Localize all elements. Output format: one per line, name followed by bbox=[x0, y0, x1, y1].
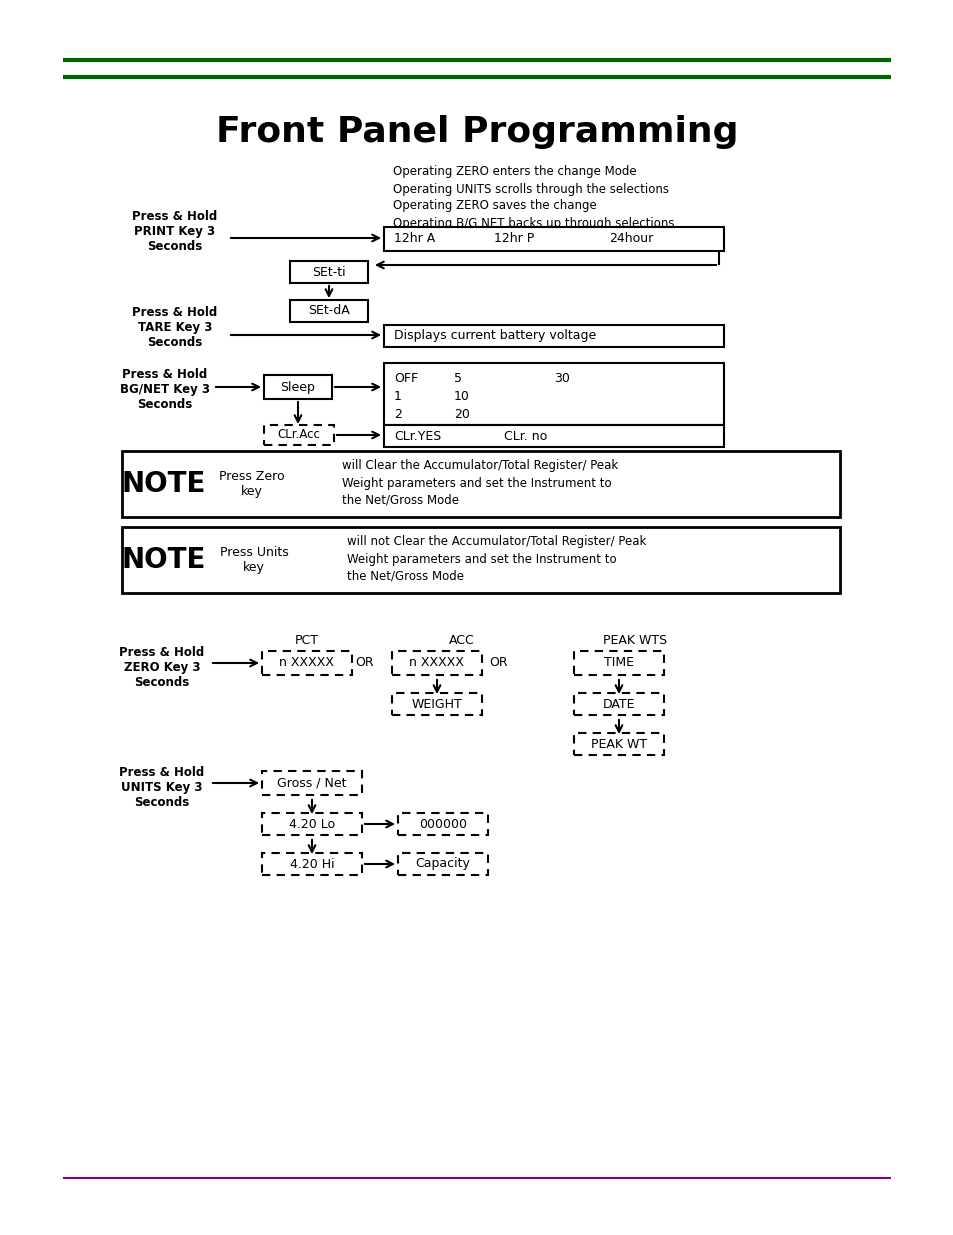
Bar bbox=[262, 771, 361, 795]
Text: n XXXXX: n XXXXX bbox=[409, 657, 464, 669]
Bar bbox=[264, 375, 332, 399]
Bar bbox=[262, 813, 361, 835]
Text: 12hr A: 12hr A bbox=[394, 232, 435, 246]
Text: 2: 2 bbox=[394, 408, 401, 420]
Text: Press Zero
key: Press Zero key bbox=[219, 471, 285, 498]
Text: the Net/Gross Mode: the Net/Gross Mode bbox=[347, 569, 463, 583]
Text: Operating ZERO enters the change Mode: Operating ZERO enters the change Mode bbox=[393, 165, 636, 179]
Bar bbox=[392, 651, 481, 676]
Text: TIME: TIME bbox=[603, 657, 634, 669]
Bar bbox=[122, 451, 840, 517]
Bar bbox=[384, 325, 723, 347]
Text: 24hour: 24hour bbox=[608, 232, 653, 246]
Text: SEt-dA: SEt-dA bbox=[308, 305, 350, 317]
Text: 4.20 Hi: 4.20 Hi bbox=[290, 857, 334, 871]
Bar bbox=[262, 651, 352, 676]
Bar bbox=[574, 651, 663, 676]
Text: will not Clear the Accumulator/Total Register/ Peak: will not Clear the Accumulator/Total Reg… bbox=[347, 536, 646, 548]
Text: OR: OR bbox=[355, 657, 374, 669]
Bar bbox=[122, 527, 840, 593]
Text: Press & Hold
BG/NET Key 3
Seconds: Press & Hold BG/NET Key 3 Seconds bbox=[120, 368, 210, 411]
Text: 20: 20 bbox=[454, 408, 470, 420]
Bar bbox=[397, 853, 488, 876]
Text: n XXXXX: n XXXXX bbox=[279, 657, 335, 669]
Text: Press Units
key: Press Units key bbox=[219, 546, 288, 574]
Text: OFF: OFF bbox=[394, 373, 417, 385]
Text: will Clear the Accumulator/Total Register/ Peak: will Clear the Accumulator/Total Registe… bbox=[341, 459, 618, 473]
Text: Sleep: Sleep bbox=[280, 380, 315, 394]
Text: SEt-ti: SEt-ti bbox=[312, 266, 345, 279]
Text: Press & Hold
TARE Key 3
Seconds: Press & Hold TARE Key 3 Seconds bbox=[132, 305, 217, 348]
Text: CLr.YES: CLr.YES bbox=[394, 430, 441, 442]
Text: WEIGHT: WEIGHT bbox=[411, 698, 462, 710]
Text: PEAK WT: PEAK WT bbox=[590, 737, 646, 751]
Text: Capacity: Capacity bbox=[416, 857, 470, 871]
Bar bbox=[392, 693, 481, 715]
Bar bbox=[290, 300, 368, 322]
Text: Weight parameters and set the Instrument to: Weight parameters and set the Instrument… bbox=[347, 552, 616, 566]
Text: NOTE: NOTE bbox=[122, 471, 206, 498]
Bar bbox=[384, 227, 723, 251]
Text: CLr. no: CLr. no bbox=[503, 430, 547, 442]
Bar bbox=[262, 853, 361, 876]
Text: Press & Hold
PRINT Key 3
Seconds: Press & Hold PRINT Key 3 Seconds bbox=[132, 210, 217, 253]
Bar bbox=[290, 261, 368, 283]
Text: Weight parameters and set the Instrument to: Weight parameters and set the Instrument… bbox=[341, 477, 611, 489]
Text: 1: 1 bbox=[394, 389, 401, 403]
Text: 4.20 Lo: 4.20 Lo bbox=[289, 818, 335, 830]
Text: OR: OR bbox=[489, 657, 508, 669]
Text: Displays current battery voltage: Displays current battery voltage bbox=[394, 330, 596, 342]
Text: Front Panel Programming: Front Panel Programming bbox=[215, 115, 738, 149]
Bar bbox=[397, 813, 488, 835]
Text: Press & Hold
UNITS Key 3
Seconds: Press & Hold UNITS Key 3 Seconds bbox=[119, 766, 204, 809]
Text: 30: 30 bbox=[554, 373, 569, 385]
Text: Press & Hold
ZERO Key 3
Seconds: Press & Hold ZERO Key 3 Seconds bbox=[119, 646, 204, 689]
Text: 10: 10 bbox=[454, 389, 470, 403]
Text: CLr.Acc: CLr.Acc bbox=[277, 429, 320, 441]
Bar bbox=[574, 734, 663, 755]
Bar bbox=[264, 425, 334, 445]
Text: PEAK WTS: PEAK WTS bbox=[602, 635, 666, 647]
Bar bbox=[384, 363, 723, 425]
Text: 000000: 000000 bbox=[418, 818, 467, 830]
Text: 5: 5 bbox=[454, 373, 461, 385]
Text: Operating UNITS scrolls through the selections: Operating UNITS scrolls through the sele… bbox=[393, 183, 668, 195]
Text: Operating ZERO saves the change: Operating ZERO saves the change bbox=[393, 200, 597, 212]
Bar bbox=[574, 693, 663, 715]
Text: NOTE: NOTE bbox=[122, 546, 206, 574]
Text: PCT: PCT bbox=[294, 635, 318, 647]
Text: Gross / Net: Gross / Net bbox=[277, 777, 346, 789]
Bar bbox=[384, 425, 723, 447]
Text: Operating B/G NET backs up through selections: Operating B/G NET backs up through selec… bbox=[393, 216, 674, 230]
Text: the Net/Gross Mode: the Net/Gross Mode bbox=[341, 494, 458, 506]
Text: ACC: ACC bbox=[449, 635, 475, 647]
Text: 12hr P: 12hr P bbox=[494, 232, 534, 246]
Text: DATE: DATE bbox=[602, 698, 635, 710]
